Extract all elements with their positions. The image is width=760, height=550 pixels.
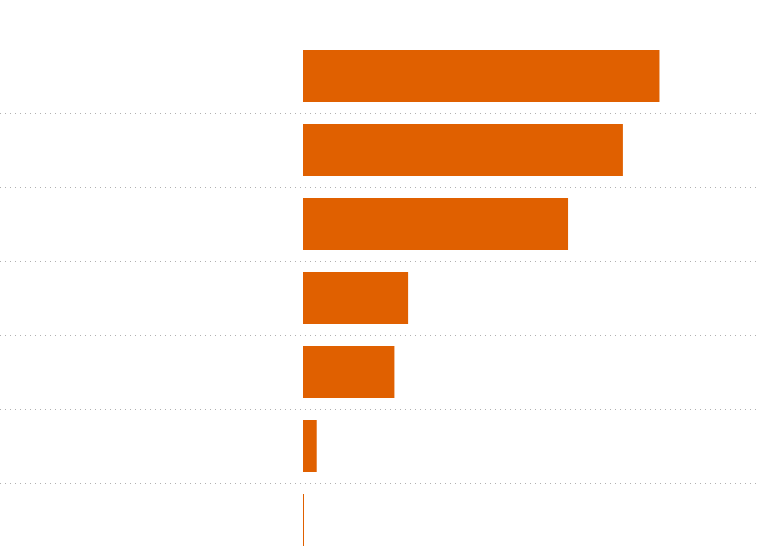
bar [303,124,623,176]
bar [303,272,409,324]
bar [303,50,660,102]
bar [303,494,304,546]
bar [303,420,317,472]
bar [303,346,395,398]
bar [303,198,569,250]
